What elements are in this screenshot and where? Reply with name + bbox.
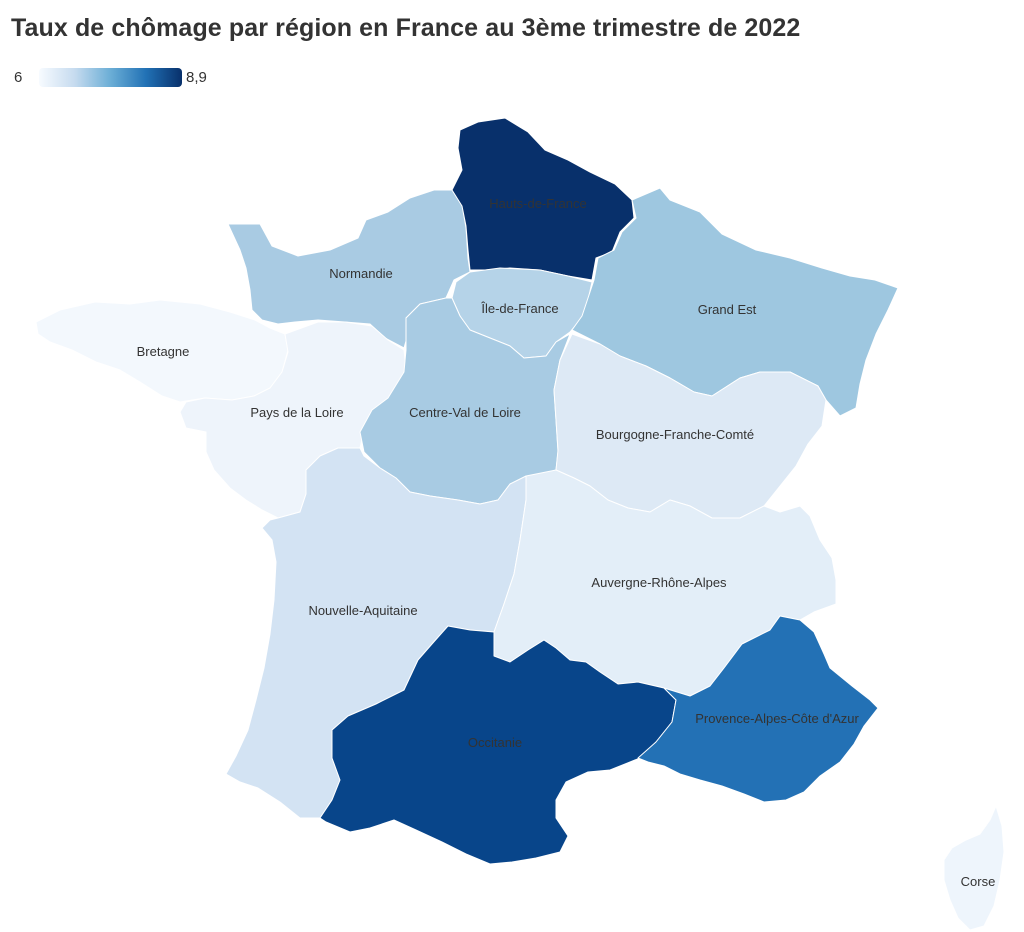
label-centre-val-de-loire: Centre-Val de Loire — [409, 405, 521, 420]
region-provence-alpes-cote-dazur[interactable] — [637, 615, 879, 803]
region-corse[interactable] — [943, 805, 1005, 931]
label-occitanie: Occitanie — [468, 735, 522, 750]
label-provence-alpes-cote-dazur: Provence-Alpes-Côte d'Azur — [695, 711, 859, 726]
label-bretagne: Bretagne — [137, 344, 190, 359]
legend-gradient-bar — [39, 68, 182, 87]
label-pays-de-la-loire: Pays de la Loire — [250, 405, 343, 420]
label-auvergne-rhone-alpes: Auvergne-Rhône-Alpes — [591, 575, 727, 590]
region-hauts-de-france[interactable] — [451, 117, 635, 281]
label-corse: Corse — [961, 874, 996, 889]
legend-min-label: 6 — [14, 69, 23, 86]
label-normandie: Normandie — [329, 266, 393, 281]
region-occitanie[interactable] — [319, 625, 677, 865]
label-hauts-de-france: Hauts-de-France — [489, 196, 587, 211]
color-legend: 6 8,9 — [12, 66, 212, 88]
label-nouvelle-aquitaine: Nouvelle-Aquitaine — [308, 603, 417, 618]
label-ile-de-france: Île-de-France — [480, 301, 558, 316]
legend-max-label: 8,9 — [186, 69, 207, 86]
label-grand-est: Grand Est — [698, 302, 757, 317]
map-title: Taux de chômage par région en France au … — [11, 14, 801, 42]
label-bourgogne-franche-comte: Bourgogne-Franche-Comté — [596, 427, 754, 442]
